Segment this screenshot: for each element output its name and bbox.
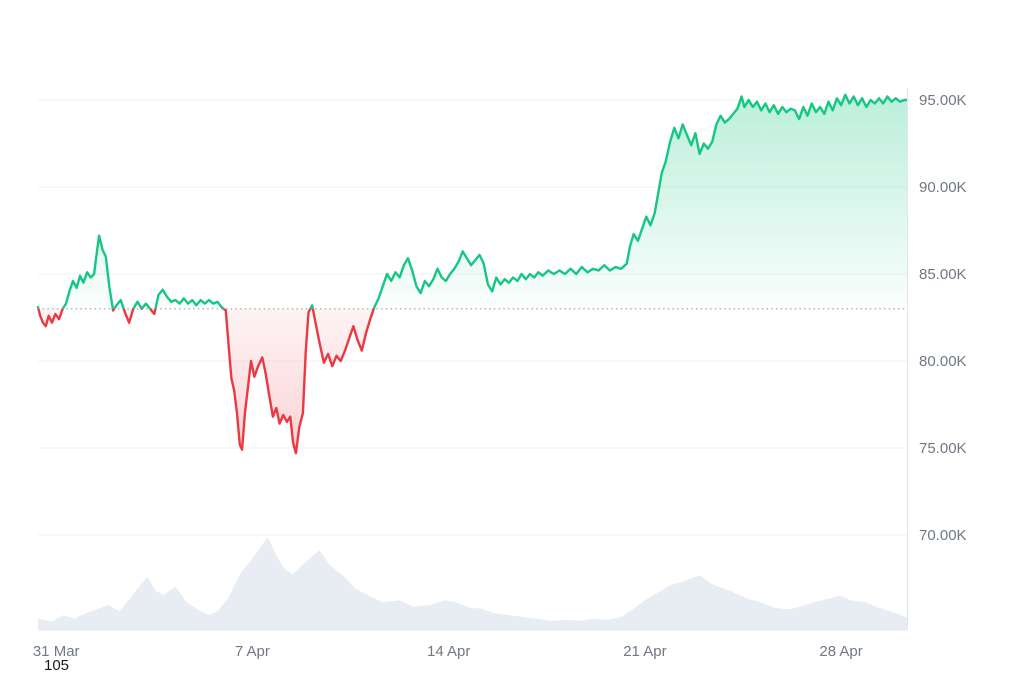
footnote-label: 105 [44, 657, 70, 674]
price-area-positive [38, 94, 907, 309]
price-line-positive [36, 93, 909, 309]
x-tick-label: 31 Mar [33, 643, 80, 660]
volume-area [38, 537, 907, 630]
x-tick-label: 7 Apr [235, 643, 270, 660]
x-axis-labels: 31 Mar 7 Apr 14 Apr 21 Apr 28 Apr [33, 643, 863, 660]
y-tick-label: 75.00K [919, 440, 967, 457]
x-tick-label: 21 Apr [623, 643, 666, 660]
price-area-negative [38, 308, 907, 454]
y-tick-label: 85.00K [919, 266, 967, 283]
y-tick-label: 95.00K [919, 92, 967, 109]
x-tick-label: 28 Apr [819, 643, 862, 660]
y-tick-label: 80.00K [919, 353, 967, 370]
x-tick-label: 14 Apr [427, 643, 470, 660]
y-tick-label: 70.00K [919, 527, 967, 544]
y-axis-labels: 95.00K 90.00K 85.00K 80.00K 75.00K 70.00K [919, 92, 967, 544]
y-tick-label: 90.00K [919, 179, 967, 196]
